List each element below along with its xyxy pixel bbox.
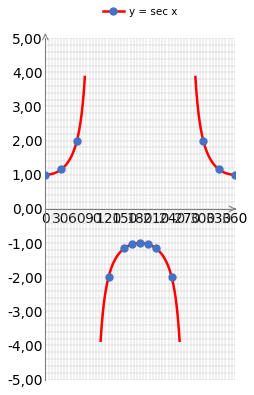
- Legend: y = sec x: y = sec x: [98, 2, 181, 21]
